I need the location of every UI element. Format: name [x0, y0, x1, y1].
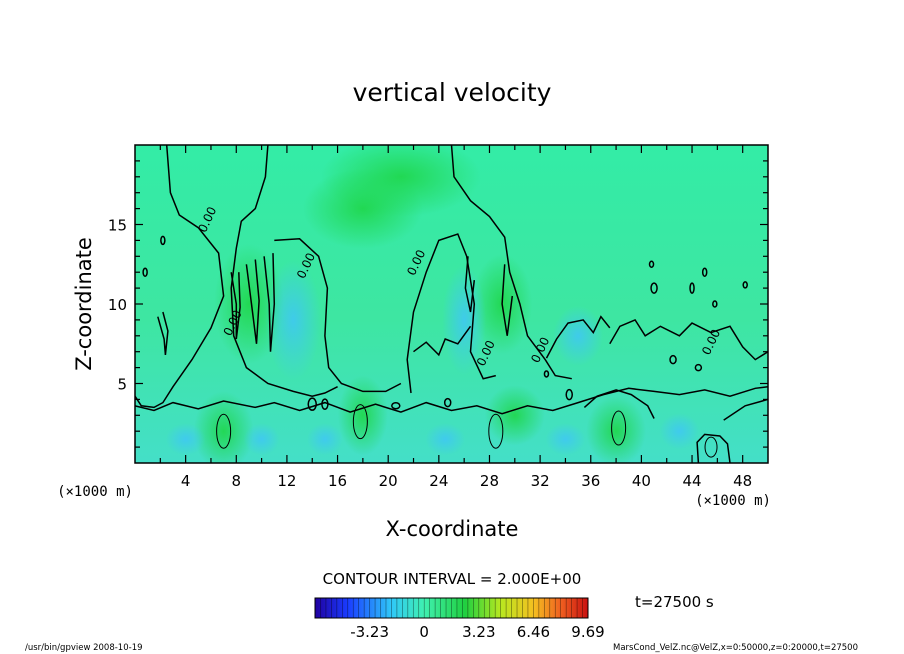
x-tick-label: 4: [181, 472, 191, 490]
chart-title: vertical velocity: [353, 78, 552, 107]
contour-line: [413, 325, 472, 357]
footer-left: /usr/bin/gpview 2008-10-19: [25, 643, 143, 653]
contour-blob: [160, 235, 166, 246]
contour-line: [263, 253, 276, 352]
colorbar-tick-label: -3.23: [350, 623, 389, 641]
x-tick-label: 40: [632, 472, 651, 490]
updraft-core-contour: [611, 410, 627, 446]
x-unit-right: (×1000 m): [695, 493, 771, 509]
contour-line: [274, 238, 402, 393]
contour-lines: [135, 145, 768, 463]
contour-line: [135, 385, 768, 415]
downdraft-shade: [165, 423, 206, 456]
colorbar-tick-label: 3.23: [462, 623, 495, 641]
updraft-shade: [337, 375, 388, 456]
updraft-core-contour: [488, 413, 504, 449]
contour-blob: [142, 267, 148, 277]
contour-blob: [565, 388, 573, 401]
downdraft-shade: [553, 305, 604, 366]
x-tick-label: 36: [581, 472, 600, 490]
x-axis: 4 8 12 16 20 24 28 32 36 40 44 48: [159, 145, 752, 490]
x-tick-label: 12: [277, 472, 296, 490]
contour-line: [696, 433, 731, 463]
time-label: t=27500 s: [635, 593, 714, 611]
downdraft-shade: [425, 423, 466, 456]
x-tick-label: 16: [328, 472, 347, 490]
x-tick-label: 32: [531, 472, 550, 490]
updraft-core-contour: [216, 413, 232, 449]
contour-blob: [543, 370, 550, 378]
x-tick-label: 28: [480, 472, 499, 490]
contour-line: [464, 256, 476, 313]
x-tick-label: 20: [379, 472, 398, 490]
updraft-core-contour: [352, 404, 368, 440]
contour-blob: [694, 363, 703, 372]
contour-line: [609, 318, 768, 361]
field-shading: [165, 145, 700, 463]
y-axis-label: Z-coordinate: [72, 237, 96, 371]
contour-blob: [742, 281, 748, 289]
updraft-shade: [193, 391, 254, 463]
y-tick-label: 10: [108, 296, 127, 314]
contour-blob: [650, 282, 658, 294]
contour-line: [230, 145, 338, 397]
contour-blob: [307, 397, 317, 411]
contour-blob: [321, 398, 329, 410]
downdraft-shade: [659, 413, 700, 450]
contour-blob: [669, 354, 677, 365]
contour-line: [501, 264, 514, 336]
colorbar-tick-label: 9.69: [571, 623, 604, 641]
z-unit-left: (×1000 m): [57, 484, 133, 500]
contour-blob: [391, 402, 401, 410]
contour-line: [450, 145, 572, 380]
x-axis-label: X-coordinate: [386, 517, 519, 541]
x-tick-label: 8: [232, 472, 242, 490]
contour-blob: [648, 260, 655, 268]
downdraft-shade: [306, 423, 343, 456]
downdraft-shade: [243, 423, 280, 456]
downdraft-shade: [265, 259, 322, 380]
x-tick-label: 48: [733, 472, 752, 490]
contour-line: [406, 233, 496, 394]
contour-line: [157, 311, 169, 355]
contour-blob: [712, 300, 718, 308]
contour-blob: [704, 436, 718, 458]
contour-interval-label: CONTOUR INTERVAL = 2.000E+00: [323, 570, 582, 588]
contour-line: [245, 259, 260, 344]
x-tick-label: 44: [682, 472, 701, 490]
y-tick-label: 15: [108, 217, 127, 235]
colorbar-tick-label: 0: [419, 623, 429, 641]
downdraft-shade: [545, 423, 586, 456]
colorbar: [314, 597, 589, 619]
updraft-shade: [484, 385, 545, 446]
contour-line: [583, 389, 655, 419]
contour-line: [723, 398, 768, 421]
footer-right: MarsCond_VelZ.nc@VelZ,x=0:50000,z=0:2000…: [613, 643, 858, 653]
y-tick-label: 5: [117, 376, 127, 394]
x-tick-label: 24: [429, 472, 448, 490]
plot-area: [135, 145, 768, 463]
downdraft-shade: [442, 264, 487, 375]
updraft-shade: [586, 396, 647, 463]
colorbar-tick-label: 6.46: [517, 623, 550, 641]
contour-blob: [443, 397, 452, 408]
updraft-shade: [320, 145, 481, 217]
colorbar-labels: -3.23 0 3.23 6.46 9.69: [350, 623, 605, 641]
contour-blob: [701, 267, 708, 277]
contour-line: [135, 145, 225, 409]
contour-line: [545, 315, 611, 359]
contour-line: [230, 272, 241, 340]
y-axis: 5 10 15: [108, 160, 768, 448]
contour-blob: [689, 282, 695, 294]
